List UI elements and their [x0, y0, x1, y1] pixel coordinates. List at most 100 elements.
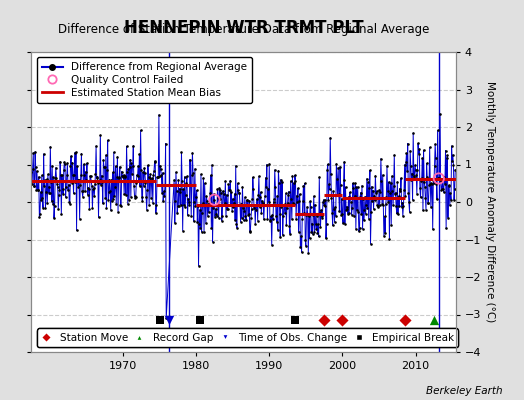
Point [376, 189, 385, 195]
Point [252, 207, 260, 214]
Point [265, 198, 273, 205]
Point [324, 161, 332, 168]
Point [108, 198, 116, 204]
Point [158, 190, 166, 196]
Point [109, 196, 117, 202]
Point [104, 197, 113, 203]
Point [364, 179, 372, 185]
Point [93, 175, 101, 181]
Point [258, 202, 267, 208]
Point [388, 173, 396, 179]
Point [180, 174, 189, 180]
Point [34, 187, 42, 193]
Point [328, 210, 336, 216]
Point [76, 182, 84, 189]
Point [113, 174, 121, 180]
Point [42, 176, 51, 182]
Point [359, 196, 367, 202]
Point [345, 210, 353, 216]
Point [135, 178, 143, 184]
Point [153, 174, 161, 180]
Point [56, 158, 64, 165]
Point [301, 237, 310, 243]
Point [228, 208, 236, 214]
Point [179, 227, 187, 234]
Point [52, 164, 60, 171]
Point [378, 200, 386, 207]
Point [57, 172, 65, 178]
Point [373, 188, 381, 194]
Point [429, 176, 438, 183]
Point [172, 188, 181, 195]
Point [75, 176, 83, 183]
Point [99, 200, 107, 206]
Point [102, 204, 111, 211]
Point [320, 202, 329, 208]
Point [362, 202, 370, 208]
Point [202, 193, 211, 200]
Point [390, 152, 398, 158]
Point [154, 174, 162, 180]
Point [150, 158, 159, 164]
Point [283, 204, 291, 211]
Point [199, 175, 208, 181]
Point [238, 184, 247, 190]
Point [435, 176, 444, 182]
Point [239, 204, 247, 211]
Point [234, 187, 243, 193]
Point [413, 167, 422, 173]
Point [436, 178, 445, 185]
Point [203, 213, 212, 220]
Point [177, 149, 185, 156]
Point [249, 186, 258, 192]
Point [233, 180, 242, 186]
Point [223, 206, 232, 212]
Point [354, 209, 363, 215]
Point [57, 211, 66, 218]
Point [147, 175, 156, 182]
Point [263, 216, 271, 222]
Point [60, 167, 68, 173]
Point [156, 162, 165, 169]
Point [222, 213, 230, 219]
Point [73, 163, 81, 169]
Point [283, 200, 292, 206]
Point [382, 194, 390, 200]
Point [152, 201, 161, 208]
Point [402, 159, 410, 166]
Point [115, 173, 124, 180]
Point [35, 174, 43, 180]
Point [94, 214, 103, 220]
Point [210, 196, 219, 203]
Point [221, 178, 230, 184]
Point [157, 166, 165, 172]
Point [133, 172, 141, 178]
Point [263, 162, 271, 168]
Point [351, 192, 359, 199]
Point [270, 195, 278, 202]
Point [406, 148, 414, 154]
Point [355, 228, 363, 234]
Point [380, 213, 389, 220]
Point [369, 187, 377, 194]
Point [336, 164, 344, 170]
Point [394, 210, 402, 217]
Point [419, 147, 428, 153]
Point [285, 188, 293, 195]
Point [330, 219, 339, 225]
Point [341, 184, 350, 190]
Point [294, 229, 303, 235]
Point [322, 220, 331, 227]
Point [365, 216, 373, 222]
Point [318, 213, 326, 219]
Point [235, 190, 243, 196]
Point [111, 184, 119, 191]
Point [183, 212, 192, 218]
Point [140, 169, 149, 176]
Point [379, 202, 388, 208]
Point [94, 180, 102, 186]
Point [290, 200, 299, 207]
Point [336, 182, 345, 188]
Point [358, 182, 366, 189]
Point [72, 149, 80, 155]
